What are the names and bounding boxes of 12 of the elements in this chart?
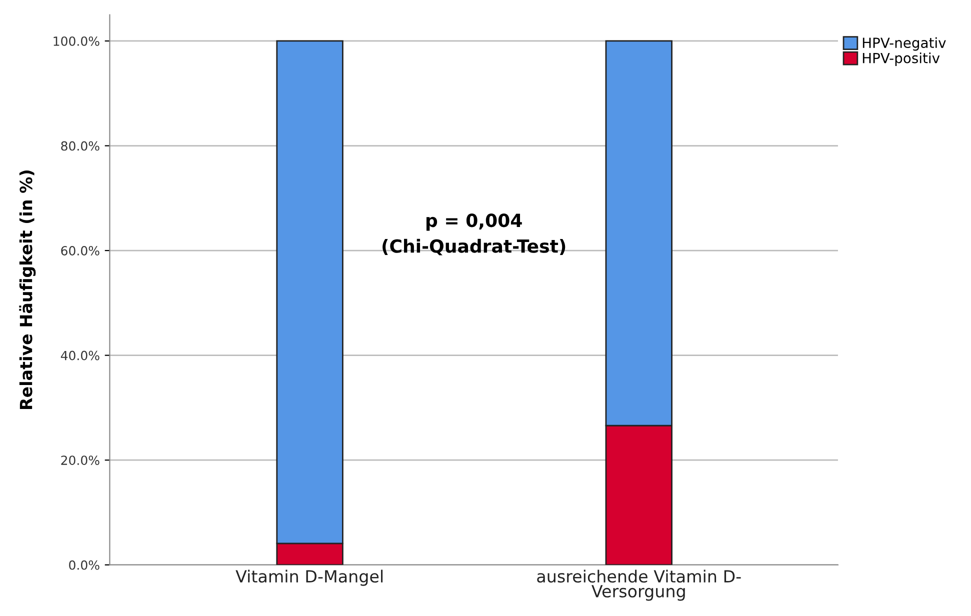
y-tick-label: 100.0% [54, 36, 100, 46]
y-tick-label: 40.0% [60, 350, 100, 360]
y-axis-title: Relative Häufigkeit (in %) [19, 170, 36, 410]
x-tick-label: ausreichende Vitamin D- Versorgung [537, 570, 741, 601]
y-tick-label: 60.0% [61, 246, 100, 256]
annotation: p = 0,004 (Chi-Quadrat-Test) [382, 214, 566, 256]
x-tick-label: Vitamin D-Mangel [236, 570, 383, 586]
legend-label: HPV-positiv [862, 52, 940, 66]
y-tick-label: 20.0% [61, 456, 100, 466]
y-tick-label: 80.0% [61, 141, 100, 151]
legend-label: HPV-negativ [862, 37, 946, 51]
y-tick-label: 0.0% [69, 560, 100, 570]
